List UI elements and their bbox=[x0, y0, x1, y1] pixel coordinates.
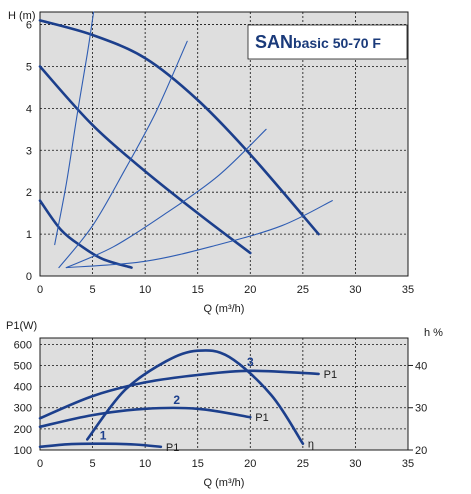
head-y-tick-label: 3 bbox=[26, 145, 32, 157]
chart-title: SANbasic 50-70 F bbox=[255, 32, 381, 52]
power-curve-end-label: P1 bbox=[324, 369, 337, 381]
speed-label-2: 2 bbox=[173, 393, 180, 407]
pump-head-curve bbox=[38, 199, 133, 269]
system-curve bbox=[65, 128, 267, 269]
head-y-axis-label: H (m) bbox=[8, 10, 36, 22]
power-x-tick-label: 15 bbox=[192, 458, 204, 470]
head-curve-chart: 0 5 10 15 20 25 30 35 0 1 2 3 4 5 6 H (m) Q (m³/h) SAN… bbox=[8, 10, 414, 315]
power-x-tick-label: 10 bbox=[139, 458, 151, 470]
chart-title-model-part: basic 50-70 F bbox=[293, 35, 381, 51]
power-x-tick-label: 25 bbox=[297, 458, 309, 470]
head-x-tick-label: 0 bbox=[37, 284, 43, 296]
head-x-tick-label: 35 bbox=[402, 284, 414, 296]
power-x-tick-label: 0 bbox=[37, 458, 43, 470]
power-y-tick-label: 400 bbox=[14, 382, 32, 394]
power-x-axis-label: Q (m³/h) bbox=[204, 477, 245, 489]
head-y-tick-label: 2 bbox=[26, 187, 32, 199]
power-x-tick-label: 30 bbox=[349, 458, 361, 470]
head-x-tick-label: 10 bbox=[139, 284, 151, 296]
head-x-axis-label: Q (m³/h) bbox=[204, 303, 245, 315]
efficiency-y-axis-label: h % bbox=[424, 327, 443, 339]
power-x-tick-label: 35 bbox=[402, 458, 414, 470]
head-x-tick-label: 30 bbox=[349, 284, 361, 296]
power-curve-3 bbox=[38, 369, 320, 420]
pump-head-curve bbox=[38, 65, 252, 255]
chart-title-brand: SAN bbox=[255, 32, 293, 52]
power-y-tick-label: 500 bbox=[14, 360, 32, 372]
power-curve-1 bbox=[38, 442, 163, 449]
power-curve-2 bbox=[38, 406, 252, 429]
head-x-tick-label: 25 bbox=[297, 284, 309, 296]
power-x-tick-label: 5 bbox=[90, 458, 96, 470]
head-y-tick-label: 6 bbox=[26, 20, 32, 32]
system-curve bbox=[54, 11, 95, 246]
power-curve-end-label: P1 bbox=[166, 442, 179, 454]
head-tick-labels: 0 5 10 15 20 25 30 35 0 1 2 3 4 5 6 bbox=[26, 20, 414, 296]
head-y-tick-label: 1 bbox=[26, 229, 32, 241]
system-curve bbox=[58, 40, 188, 269]
system-curve bbox=[65, 200, 333, 269]
power-y-tick-label: 200 bbox=[14, 424, 32, 436]
head-x-tick-label: 15 bbox=[192, 284, 204, 296]
power-curve-chart: P1 1 P1 2 P1 3 η 0 5 10 15 20 25 30 35 100 200 300 400 500… bbox=[6, 320, 443, 489]
speed-label-3: 3 bbox=[247, 355, 254, 369]
power-x-tick-label: 20 bbox=[244, 458, 256, 470]
power-y-tick-label: 300 bbox=[14, 403, 32, 415]
head-x-tick-label: 20 bbox=[244, 284, 256, 296]
efficiency-y-tick-label: 30 bbox=[415, 403, 427, 415]
head-gridlines bbox=[40, 12, 408, 276]
power-y-axis-label: P1(W) bbox=[6, 320, 37, 332]
chart-title-box bbox=[247, 24, 408, 60]
head-y-tick-label: 0 bbox=[26, 271, 32, 283]
pump-head-curve bbox=[38, 19, 320, 236]
power-y-tick-label: 100 bbox=[14, 445, 32, 457]
power-gridlines bbox=[40, 338, 408, 450]
power-y-tick-label: 600 bbox=[14, 339, 32, 351]
efficiency-curve bbox=[86, 349, 305, 445]
efficiency-y-tick-label: 20 bbox=[415, 445, 427, 457]
speed-label-1: 1 bbox=[100, 429, 107, 443]
head-x-tick-label: 5 bbox=[90, 284, 96, 296]
efficiency-curve-label: η bbox=[308, 439, 314, 451]
power-tick-labels: 0 5 10 15 20 25 30 35 100 200 300 400 500 600 20 30 40 bbox=[14, 339, 428, 470]
efficiency-y-tick-label: 40 bbox=[415, 360, 427, 372]
head-series-group bbox=[38, 11, 333, 269]
head-y-tick-label: 5 bbox=[26, 61, 32, 73]
head-y-tick-label: 4 bbox=[26, 103, 32, 115]
power-series-group: P1 1 P1 2 P1 3 η bbox=[38, 349, 337, 454]
power-curve-end-label: P1 bbox=[255, 412, 268, 424]
